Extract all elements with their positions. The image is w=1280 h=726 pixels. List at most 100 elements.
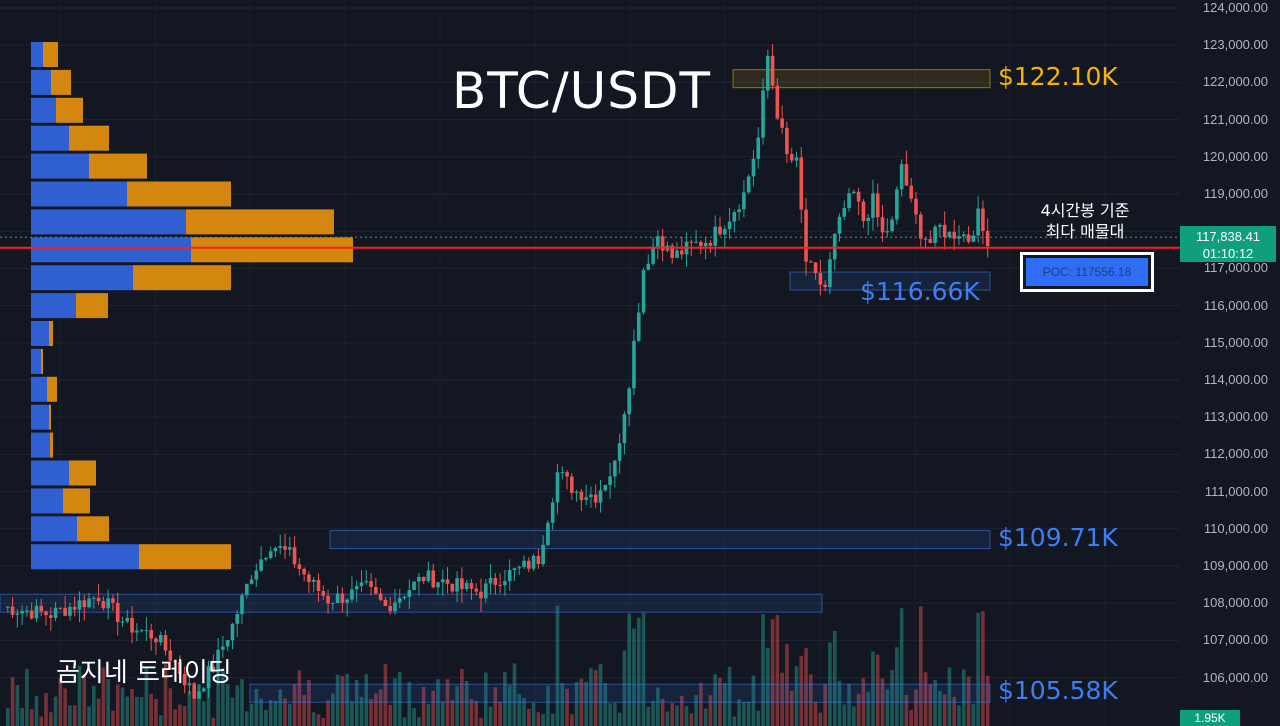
volume-bar [10, 677, 15, 726]
volume-bar [192, 691, 196, 726]
volume-bar [326, 700, 330, 726]
candle-body [742, 192, 746, 210]
candle-body [297, 564, 302, 569]
candle-body [670, 245, 674, 259]
profile-buy-bar [31, 432, 50, 458]
overlay-lines [0, 236, 1180, 249]
volume-bar [766, 647, 770, 726]
candle-body [507, 569, 512, 582]
candle-body [942, 224, 947, 237]
volume-bar [799, 656, 804, 726]
candle-body [440, 579, 445, 583]
candle-body [656, 236, 660, 247]
candle-body [407, 590, 412, 597]
volume-bar [464, 680, 469, 726]
volume-bar [699, 682, 703, 726]
volume-bar [646, 706, 651, 726]
volume-bar [311, 712, 316, 726]
volume-bar [546, 685, 550, 726]
candle-body [713, 226, 718, 246]
volume-bar [847, 683, 851, 726]
volume-bar [809, 674, 813, 726]
candle-body [780, 118, 784, 128]
candle-body [933, 226, 937, 243]
candle-body [378, 593, 383, 600]
volume-bar [770, 619, 775, 726]
volume-bar [77, 665, 82, 726]
candle-body [225, 640, 230, 647]
candle-body [861, 201, 866, 222]
volume-bar [421, 686, 426, 726]
volume-bar [622, 650, 627, 726]
profile-sell-bar [76, 293, 108, 319]
price-tick-label: 107,000.00 [1202, 632, 1268, 648]
candle-body [852, 191, 856, 194]
profile-buy-bar [31, 69, 51, 95]
candle-body [340, 593, 345, 603]
candle-body [856, 191, 861, 202]
candle-body [579, 491, 584, 501]
candle-body [809, 261, 813, 263]
candle-body [976, 208, 980, 236]
candle-body [249, 579, 254, 584]
volume-bar [976, 612, 980, 726]
volume-bar [197, 683, 201, 726]
price-tick-label: 120,000.00 [1202, 148, 1268, 164]
candle-body [216, 649, 220, 671]
candle-body [636, 312, 641, 341]
candle-countdown: 01:10:12 [1202, 246, 1254, 261]
volume-bar [264, 709, 268, 726]
candle-body [311, 579, 316, 582]
candle-body [737, 209, 741, 213]
candle-body [474, 588, 479, 592]
candle-body [235, 614, 240, 624]
candle-body [981, 208, 985, 231]
volume-bar [268, 699, 273, 726]
profile-buy-bar [31, 376, 47, 402]
candle-body [163, 635, 168, 651]
volume-bar [426, 704, 431, 726]
candle-body [464, 583, 469, 590]
candle-body [574, 491, 579, 493]
profile-buy-bar [31, 404, 49, 430]
volume-bar [871, 651, 875, 726]
volume-bar [550, 713, 555, 726]
candle-body [675, 250, 679, 259]
volume-bar [335, 674, 340, 726]
volume-bar [417, 717, 421, 726]
profile-sell-bar [63, 488, 90, 514]
volume-bar [985, 675, 990, 726]
candle-body [187, 683, 192, 686]
volume-bar [68, 705, 72, 726]
current-price-tag: 117,838.41 01:10:12 [1180, 226, 1276, 262]
volume-bar [498, 701, 502, 726]
profile-sell-bar [133, 265, 231, 291]
volume-bar [53, 696, 58, 726]
candle-body [938, 224, 942, 227]
candle-body [168, 650, 173, 661]
volume-bar [302, 694, 306, 726]
price-tick-label: 109,000.00 [1202, 558, 1268, 573]
price-tick-label: 122,000.00 [1202, 74, 1268, 90]
candle-body [722, 229, 727, 235]
candle-body [460, 578, 464, 590]
price-tick-label: 121,000.00 [1202, 111, 1268, 127]
volume-bar [455, 685, 459, 726]
candle-body [316, 579, 321, 592]
volume-bar [130, 688, 134, 726]
volume-bar [737, 699, 741, 726]
profile-buy-bar [31, 153, 89, 179]
price-tick-label: 124,000.00 [1202, 0, 1268, 15]
candle-body [923, 238, 928, 240]
candle-body [770, 55, 775, 86]
volume-bar [512, 663, 517, 726]
profile-buy-bar [31, 321, 49, 346]
volume-bar [149, 693, 153, 726]
poc-label: POC: 117556.18 [1026, 258, 1148, 286]
candle-body [53, 607, 58, 618]
volume-bar [221, 667, 225, 726]
candle-body [436, 582, 440, 588]
candle-body [966, 234, 971, 242]
candle-body [302, 568, 306, 575]
